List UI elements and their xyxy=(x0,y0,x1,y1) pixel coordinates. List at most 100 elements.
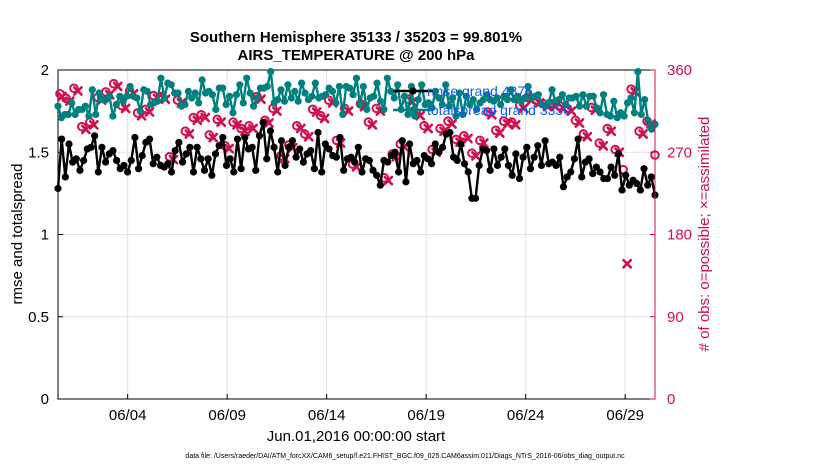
obs-assimilated-marker xyxy=(463,133,473,144)
obs-assimilated-marker xyxy=(240,126,250,137)
data-point xyxy=(435,94,443,102)
data-point xyxy=(574,135,582,143)
y-tick-label: 1.5 xyxy=(28,144,49,161)
obs-assimilated-marker xyxy=(248,123,258,134)
data-point xyxy=(328,87,337,95)
data-point xyxy=(211,150,220,158)
obs-assimilated-marker xyxy=(295,123,306,134)
data-point xyxy=(585,155,593,163)
legend-entry: rmse grand 4375 xyxy=(427,83,533,99)
data-point xyxy=(414,96,422,104)
data-point xyxy=(418,81,426,89)
data-point xyxy=(191,89,199,97)
data-point xyxy=(404,110,412,119)
data-point xyxy=(123,92,131,100)
data-point xyxy=(526,165,535,173)
data-point xyxy=(572,92,580,100)
data-point xyxy=(270,143,278,151)
data-point xyxy=(263,82,271,91)
data-point xyxy=(524,82,532,91)
data-point xyxy=(91,132,99,140)
data-point xyxy=(452,112,460,120)
chart-title: Southern Hemisphere 35133 / 35203 = 99.8… xyxy=(190,29,522,46)
data-point xyxy=(413,156,421,165)
x-tick-label: 06/09 xyxy=(208,407,246,424)
obs-possible-marker xyxy=(491,125,501,136)
obs-possible-marker xyxy=(77,121,87,132)
obs-possible-marker xyxy=(371,103,382,114)
data-point xyxy=(120,161,128,170)
data-point xyxy=(625,181,633,189)
obs-assimilated-marker xyxy=(423,123,434,134)
data-point xyxy=(611,171,619,179)
data-point xyxy=(455,89,464,97)
data-point xyxy=(548,86,556,94)
data-point xyxy=(607,163,615,171)
data-point xyxy=(277,86,285,94)
data-point xyxy=(606,112,614,120)
data-point xyxy=(462,92,470,100)
data-point xyxy=(431,87,440,95)
data-point xyxy=(197,155,205,163)
data-point xyxy=(521,94,529,102)
data-point xyxy=(138,151,146,160)
data-point xyxy=(263,155,271,163)
obs-assimilated-marker xyxy=(192,115,203,126)
data-point xyxy=(438,143,447,151)
data-point xyxy=(131,133,139,142)
y-right-tick-label: 0 xyxy=(667,391,675,408)
data-point xyxy=(167,168,176,176)
data-point xyxy=(398,137,406,145)
data-point xyxy=(222,161,231,170)
data-point xyxy=(291,87,299,95)
x-tick-label: 06/29 xyxy=(606,407,644,424)
obs-assimilated-marker xyxy=(73,86,83,96)
obs-assimilated-marker xyxy=(447,119,457,129)
data-point xyxy=(394,81,402,89)
data-point xyxy=(80,156,88,165)
obs-assimilated-marker xyxy=(120,103,131,114)
obs-assimilated-marker xyxy=(208,132,219,143)
data-point xyxy=(384,158,392,166)
y-axis-right: 0 90 180 270 360 xyxy=(650,62,692,408)
data-point xyxy=(189,168,198,176)
data-point xyxy=(575,102,584,110)
data-point xyxy=(81,102,90,110)
data-point xyxy=(523,143,531,151)
obs-assimilated-marker xyxy=(486,109,497,120)
data-point xyxy=(88,86,96,94)
data-point xyxy=(640,165,648,173)
data-point xyxy=(233,135,242,143)
data-point xyxy=(464,168,472,176)
data-point xyxy=(545,99,553,107)
data-point xyxy=(307,147,315,155)
obs-possible-marker xyxy=(196,109,207,120)
obs-assimilated-marker xyxy=(57,91,67,102)
obs-possible-marker xyxy=(244,120,254,131)
legend-marker xyxy=(409,87,417,95)
data-point xyxy=(76,166,84,174)
obs-possible-marker xyxy=(307,104,318,115)
data-point xyxy=(647,173,655,181)
legend-entry: totalspread grand 3350 xyxy=(427,102,571,118)
obs-assimilated-marker xyxy=(598,140,609,151)
data-point xyxy=(578,173,586,181)
data-point xyxy=(318,168,326,176)
obs-assimilated-marker xyxy=(216,117,227,127)
obs-possible-marker xyxy=(435,123,445,134)
data-point xyxy=(171,147,179,155)
obs-assimilated-marker xyxy=(510,119,521,130)
data-point xyxy=(435,148,443,156)
data-point xyxy=(58,135,66,143)
data-point xyxy=(380,105,388,114)
obs-assimilated-marker xyxy=(264,118,274,128)
data-point xyxy=(411,112,419,120)
data-point xyxy=(596,168,604,176)
data-point xyxy=(644,117,652,125)
data-point xyxy=(266,127,275,135)
data-point xyxy=(559,183,568,191)
data-point xyxy=(395,168,403,176)
data-point xyxy=(373,79,381,87)
data-point xyxy=(424,155,432,163)
data-point xyxy=(236,81,244,89)
